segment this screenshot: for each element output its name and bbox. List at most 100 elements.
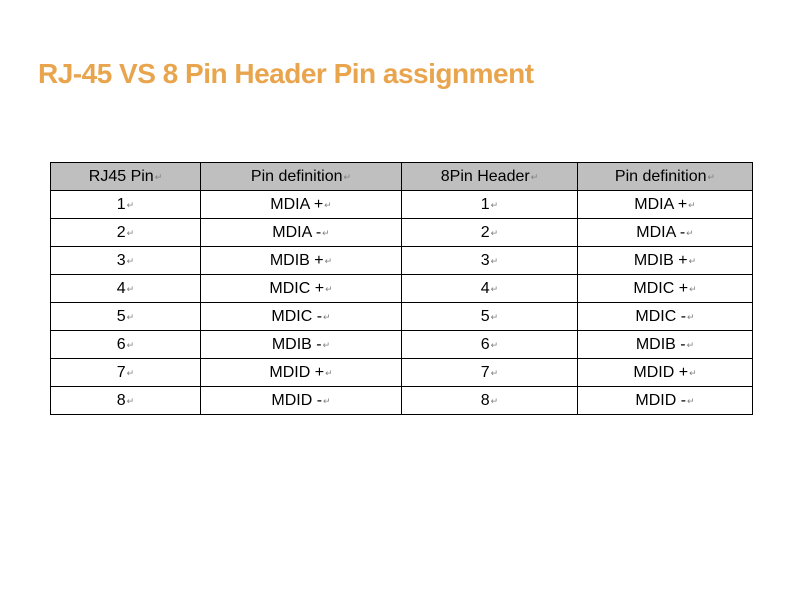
- table-cell: MDIB -↵: [578, 331, 753, 359]
- cell-value: MDID +↵: [269, 363, 332, 382]
- table-cell: MDIA -↵: [578, 219, 753, 247]
- col-header-label: 8Pin Header↵: [441, 167, 539, 186]
- table-row: 8↵ MDID -↵ 8↵ MDID -↵: [51, 387, 753, 415]
- cell-value: MDIA -↵: [636, 223, 693, 242]
- paragraph-mark-icon: ↵: [687, 312, 695, 322]
- paragraph-mark-icon: ↵: [127, 368, 135, 378]
- table-cell: 6↵: [51, 331, 201, 359]
- table-cell: MDID -↵: [201, 387, 402, 415]
- cell-value: MDIB -↵: [272, 335, 330, 354]
- table-cell: MDIB +↵: [201, 247, 402, 275]
- paragraph-mark-icon: ↵: [689, 284, 697, 294]
- table-cell: 4↵: [402, 275, 578, 303]
- table-cell: MDIC +↵: [578, 275, 753, 303]
- paragraph-mark-icon: ↵: [325, 284, 333, 294]
- cell-value: 2↵: [481, 223, 498, 242]
- paragraph-mark-icon: ↵: [491, 256, 499, 266]
- col-header-3: Pin definition↵: [578, 163, 753, 191]
- cell-value: MDID -↵: [635, 391, 694, 410]
- cell-value: 4↵: [117, 279, 134, 298]
- cell-value: 8↵: [481, 391, 498, 410]
- table-cell: 1↵: [402, 191, 578, 219]
- table-cell: 1↵: [51, 191, 201, 219]
- paragraph-mark-icon: ↵: [323, 312, 331, 322]
- cell-value: MDIC -↵: [635, 307, 694, 326]
- pin-assignment-table: RJ45 Pin↵ Pin definition↵ 8Pin Header↵ Pin …: [50, 162, 753, 415]
- table-cell: MDIC -↵: [201, 303, 402, 331]
- col-header-0: RJ45 Pin↵: [51, 163, 201, 191]
- paragraph-mark-icon: ↵: [491, 200, 499, 210]
- table-cell: 2↵: [402, 219, 578, 247]
- paragraph-mark-icon: ↵: [688, 200, 696, 210]
- table-cell: 8↵: [51, 387, 201, 415]
- paragraph-mark-icon: ↵: [689, 368, 697, 378]
- table-cell: MDIB -↵: [201, 331, 402, 359]
- paragraph-mark-icon: ↵: [687, 396, 695, 406]
- cell-value: 4↵: [481, 279, 498, 298]
- table-cell: 5↵: [402, 303, 578, 331]
- col-header-label: Pin definition↵: [615, 167, 715, 186]
- table-cell: MDIA +↵: [578, 191, 753, 219]
- table-cell: 7↵: [51, 359, 201, 387]
- table-row: 2↵ MDIA -↵ 2↵ MDIA -↵: [51, 219, 753, 247]
- table-cell: MDID +↵: [578, 359, 753, 387]
- cell-value: MDIC +↵: [633, 279, 696, 298]
- table-cell: MDIA -↵: [201, 219, 402, 247]
- cell-value: 7↵: [481, 363, 498, 382]
- paragraph-mark-icon: ↵: [708, 172, 716, 182]
- cell-value: MDIC +↵: [269, 279, 332, 298]
- table-row: 7↵ MDID +↵ 7↵ MDID +↵: [51, 359, 753, 387]
- table-cell: 6↵: [402, 331, 578, 359]
- table-cell: 3↵: [402, 247, 578, 275]
- cell-value: 3↵: [481, 251, 498, 270]
- page-title: RJ-45 VS 8 Pin Header Pin assignment: [38, 58, 534, 90]
- col-header-label: Pin definition↵: [251, 167, 351, 186]
- paragraph-mark-icon: ↵: [689, 256, 697, 266]
- paragraph-mark-icon: ↵: [322, 228, 330, 238]
- cell-value: 1↵: [117, 195, 134, 214]
- table-cell: MDIA +↵: [201, 191, 402, 219]
- table-cell: MDIC -↵: [578, 303, 753, 331]
- cell-value: 6↵: [117, 335, 134, 354]
- paragraph-mark-icon: ↵: [686, 228, 694, 238]
- cell-value: 5↵: [117, 307, 134, 326]
- paragraph-mark-icon: ↵: [325, 256, 333, 266]
- table-cell: MDID +↵: [201, 359, 402, 387]
- paragraph-mark-icon: ↵: [491, 228, 499, 238]
- cell-value: MDIA +↵: [634, 195, 695, 214]
- paragraph-mark-icon: ↵: [491, 368, 499, 378]
- paragraph-mark-icon: ↵: [127, 228, 135, 238]
- paragraph-mark-icon: ↵: [155, 172, 163, 182]
- cell-value: MDIA +↵: [270, 195, 331, 214]
- table-head: RJ45 Pin↵ Pin definition↵ 8Pin Header↵ Pin …: [51, 163, 753, 191]
- table-cell: 5↵: [51, 303, 201, 331]
- col-header-2: 8Pin Header↵: [402, 163, 578, 191]
- cell-value: 6↵: [481, 335, 498, 354]
- cell-value: 2↵: [117, 223, 134, 242]
- paragraph-mark-icon: ↵: [491, 396, 499, 406]
- cell-value: 5↵: [481, 307, 498, 326]
- paragraph-mark-icon: ↵: [324, 200, 332, 210]
- cell-value: 8↵: [117, 391, 134, 410]
- paragraph-mark-icon: ↵: [323, 396, 331, 406]
- cell-value: MDID -↵: [271, 391, 330, 410]
- paragraph-mark-icon: ↵: [491, 312, 499, 322]
- paragraph-mark-icon: ↵: [531, 172, 539, 182]
- table-cell: 4↵: [51, 275, 201, 303]
- table-body: 1↵ MDIA +↵ 1↵ MDIA +↵ 2↵ MDIA -↵ 2↵ MDIA -↵ 3↵ MD…: [51, 191, 753, 415]
- table-row: 4↵ MDIC +↵ 4↵ MDIC +↵: [51, 275, 753, 303]
- paragraph-mark-icon: ↵: [127, 256, 135, 266]
- cell-value: MDIB -↵: [636, 335, 694, 354]
- table-cell: MDIB +↵: [578, 247, 753, 275]
- paragraph-mark-icon: ↵: [127, 396, 135, 406]
- cell-value: MDIC -↵: [271, 307, 330, 326]
- paragraph-mark-icon: ↵: [687, 340, 695, 350]
- table-cell: 2↵: [51, 219, 201, 247]
- table-header-row: RJ45 Pin↵ Pin definition↵ 8Pin Header↵ Pin …: [51, 163, 753, 191]
- table-row: 3↵MDIB +↵3↵MDIB +↵: [51, 247, 753, 275]
- paragraph-mark-icon: ↵: [323, 340, 331, 350]
- paragraph-mark-icon: ↵: [344, 172, 352, 182]
- col-header-label: RJ45 Pin↵: [89, 167, 162, 186]
- table-cell: MDID -↵: [578, 387, 753, 415]
- cell-value: 7↵: [117, 363, 134, 382]
